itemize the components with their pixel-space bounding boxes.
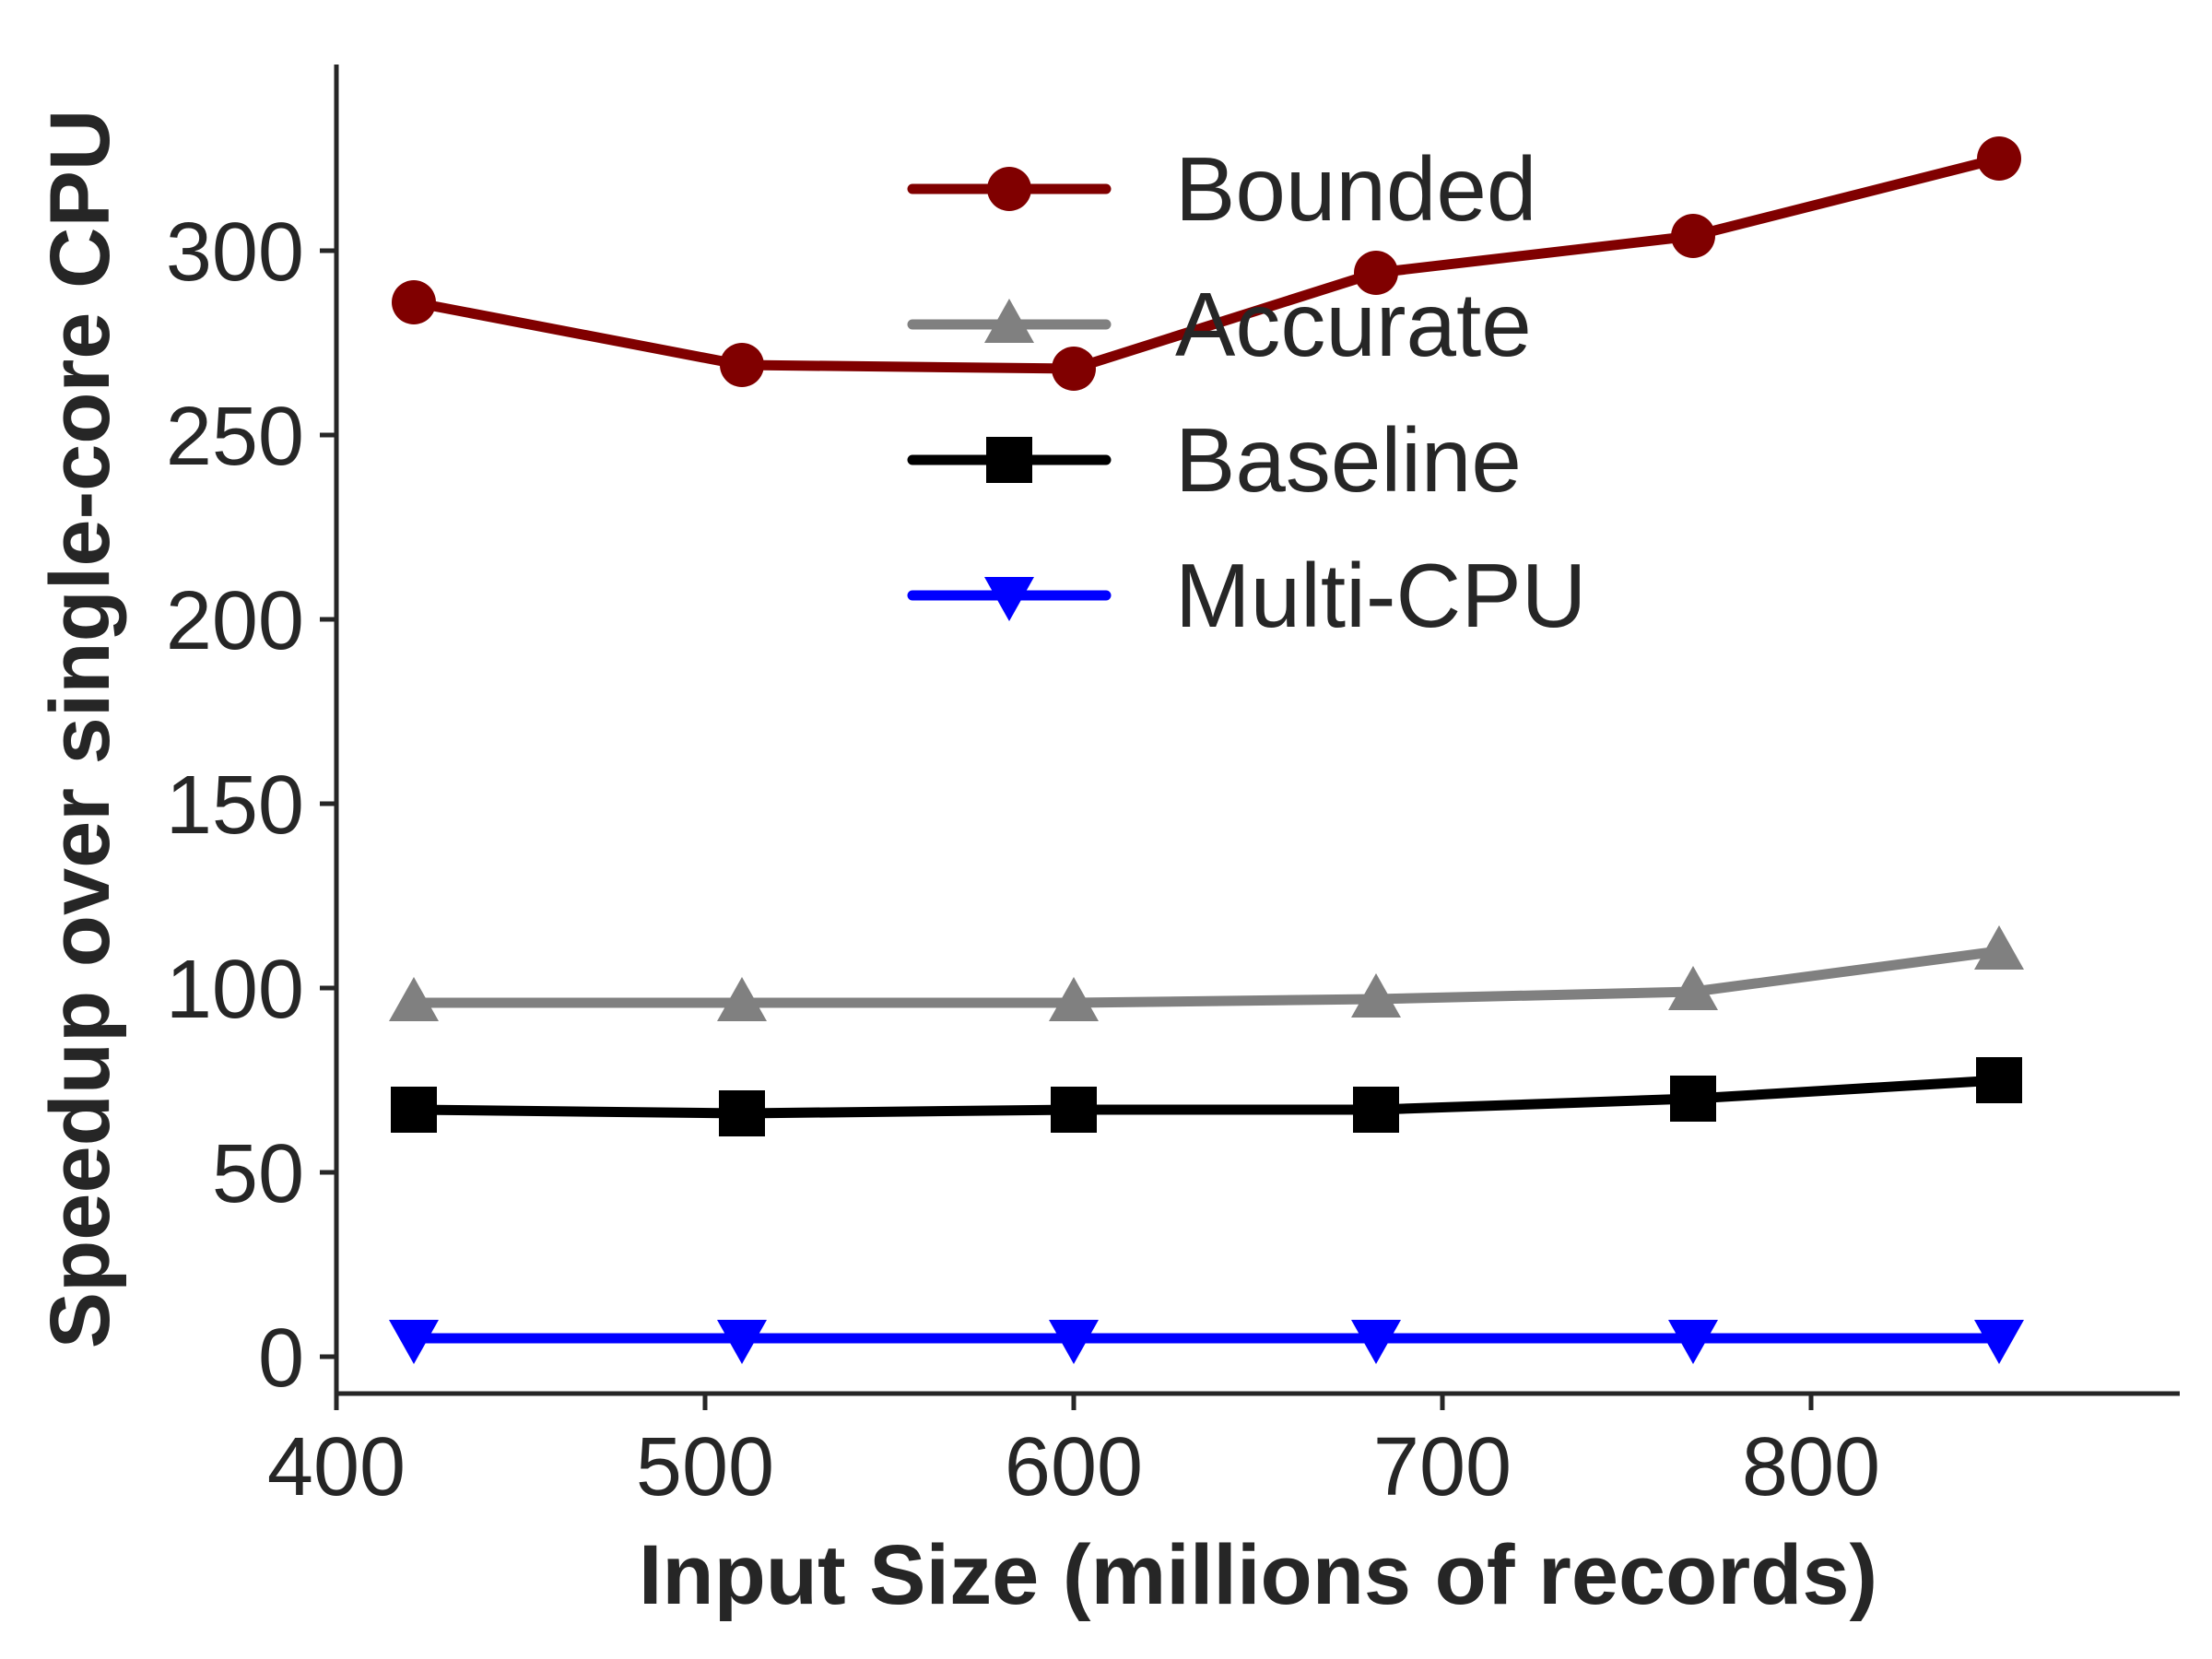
- y-tick-label: 100: [166, 944, 304, 1036]
- data-point-multi-cpu: [1668, 1320, 1718, 1364]
- series: [389, 136, 2024, 1364]
- y-tick-label: 50: [212, 1128, 304, 1220]
- legend-item-accurate: Accurate: [907, 274, 1532, 375]
- y-tick-label: 200: [166, 575, 304, 667]
- legend-label-baseline: Baseline: [1175, 409, 1522, 511]
- y-tick-label: 250: [166, 391, 304, 483]
- data-point-multi-cpu: [1049, 1320, 1099, 1364]
- data-point-multi-cpu: [1351, 1320, 1401, 1364]
- legend-marker-baseline: [986, 437, 1032, 483]
- series-baseline: [391, 1057, 2022, 1136]
- data-point-bounded: [392, 280, 436, 324]
- legend-label-multi-cpu: Multi-CPU: [1175, 545, 1586, 646]
- legend-item-baseline: Baseline: [907, 409, 1522, 511]
- x-tick-label: 500: [636, 1421, 774, 1513]
- data-point-multi-cpu: [717, 1320, 767, 1364]
- data-point-accurate: [389, 977, 439, 1021]
- data-point-baseline: [1353, 1087, 1399, 1133]
- legend-item-multi-cpu: Multi-CPU: [907, 545, 1586, 646]
- data-point-bounded: [1977, 136, 2021, 181]
- data-point-bounded: [720, 343, 764, 387]
- legend-marker-bounded: [987, 167, 1031, 211]
- data-point-baseline: [719, 1090, 765, 1136]
- ticks: 400 500 600 700 800 0 50 100 150 200 250 300: [166, 206, 1880, 1513]
- series-accurate: [389, 925, 2024, 1021]
- data-point-baseline: [1976, 1057, 2022, 1103]
- series-bounded: [392, 136, 2021, 391]
- data-point-bounded: [1354, 251, 1398, 295]
- data-point-baseline: [391, 1087, 437, 1133]
- y-tick-label: 300: [166, 206, 304, 299]
- series-line-accurate: [414, 946, 2000, 1008]
- data-point-baseline: [1051, 1087, 1097, 1133]
- legend-label-accurate: Accurate: [1175, 274, 1532, 375]
- y-tick-label: 0: [258, 1312, 304, 1405]
- legend-label-bounded: Bounded: [1175, 138, 1536, 240]
- series-line-bounded: [412, 153, 2001, 374]
- series-multi-cpu: [389, 1320, 2024, 1364]
- legend-marker-accurate: [984, 299, 1034, 343]
- legend-item-bounded: Bounded: [907, 138, 1536, 240]
- data-point-accurate: [1351, 973, 1401, 1018]
- data-point-accurate: [1049, 977, 1099, 1021]
- x-tick-label: 800: [1742, 1421, 1880, 1513]
- x-tick-label: 700: [1373, 1421, 1512, 1513]
- axes: [334, 65, 2180, 1396]
- data-point-bounded: [1671, 214, 1715, 258]
- data-point-accurate: [1974, 925, 2024, 970]
- x-tick-label: 400: [267, 1421, 406, 1513]
- data-point-accurate: [717, 977, 767, 1021]
- data-point-accurate: [1668, 966, 1718, 1010]
- x-tick-label: 600: [1005, 1421, 1143, 1513]
- x-axis-label: Input Size (millions of records): [639, 1528, 1877, 1622]
- legend: Bounded Accurate Baseline Multi-CPU: [907, 138, 1586, 646]
- data-point-bounded: [1052, 347, 1096, 391]
- y-tick-label: 150: [166, 759, 304, 852]
- data-point-baseline: [1670, 1076, 1716, 1122]
- y-axis-label: Speedup over single-core CPU: [33, 110, 127, 1349]
- series-line-baseline: [413, 1075, 2000, 1119]
- data-point-multi-cpu: [389, 1320, 439, 1364]
- legend-marker-multi-cpu: [984, 577, 1034, 621]
- data-point-multi-cpu: [1974, 1320, 2024, 1364]
